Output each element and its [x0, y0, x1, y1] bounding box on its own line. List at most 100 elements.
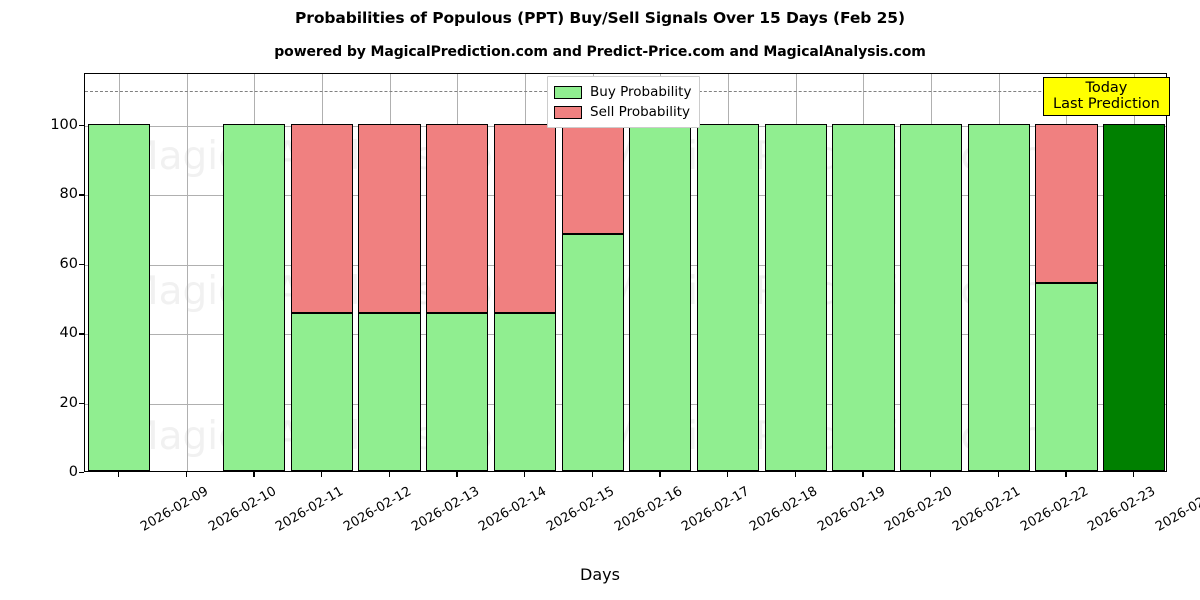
bar-segment-buy [358, 313, 421, 471]
x-tick-label: 2026-02-16 [611, 484, 685, 535]
legend-swatch-sell [554, 105, 582, 119]
x-tick-mark [388, 472, 390, 477]
bar-2026-02-14[interactable] [426, 124, 489, 471]
x-tick-label: 2026-02-23 [1085, 484, 1159, 535]
x-tick-mark [1133, 472, 1135, 477]
bar-segment-buy [223, 124, 286, 471]
x-tick-label: 2026-02-10 [205, 484, 279, 535]
x-tick-mark [253, 472, 255, 477]
y-tick-label: 20 [59, 394, 78, 411]
bar-segment-buy [1035, 282, 1098, 471]
bar-segment-sell [426, 124, 489, 314]
y-tick-mark [79, 194, 84, 196]
x-tick-label: 2026-02-24 [1153, 484, 1200, 535]
legend-label-buy: Buy Probability [590, 84, 692, 100]
x-tick-mark [1065, 472, 1067, 477]
x-tick-mark [456, 472, 458, 477]
bar-2026-02-24[interactable] [1103, 124, 1166, 471]
x-tick-mark [523, 472, 526, 477]
x-tick-label: 2026-02-19 [814, 484, 888, 535]
bar-2026-02-15[interactable] [493, 124, 557, 471]
bar-segment-buy [832, 124, 895, 471]
x-tick-label: 2026-02-12 [341, 484, 414, 535]
gridline-horizontal [85, 334, 1166, 336]
legend-item-buy: Buy Probability [554, 82, 691, 102]
x-tick-mark [659, 472, 661, 477]
bar-2026-02-18[interactable] [696, 124, 760, 471]
bar-2026-02-22[interactable] [967, 124, 1030, 471]
bar-2026-02-20[interactable] [832, 124, 895, 471]
y-tick-mark [79, 402, 84, 404]
bar-segment-sell [290, 124, 354, 314]
x-tick-label: 2026-02-21 [950, 484, 1024, 535]
bar-2026-02-23[interactable] [1035, 124, 1098, 471]
bar-segment-buy [493, 313, 557, 471]
bar-segment-buy [899, 124, 963, 471]
bar-segment-buy [629, 124, 692, 471]
plot-inner: MagicalAnalysis.comMagicalPrediction.com… [85, 74, 1166, 471]
x-tick-mark [862, 472, 864, 477]
bar-segment-buy [87, 124, 150, 471]
plot-area: MagicalAnalysis.comMagicalPrediction.com… [84, 73, 1167, 472]
x-tick-mark [117, 472, 120, 477]
legend-label-sell: Sell Probability [590, 104, 691, 120]
y-tick-mark [79, 125, 84, 127]
bar-segment-buy [764, 124, 827, 471]
y-tick-mark [79, 472, 84, 474]
bar-segment-sell [358, 124, 421, 314]
x-tick-label: 2026-02-22 [1017, 484, 1091, 535]
gridline-horizontal [85, 195, 1166, 197]
x-tick-label: 2026-02-17 [679, 484, 753, 535]
bar-2026-02-21[interactable] [899, 124, 963, 471]
bar-segment-buy [426, 313, 489, 471]
legend-item-sell: Sell Probability [554, 102, 691, 122]
x-tick-label: 2026-02-11 [273, 484, 347, 535]
bar-segment-buy [561, 234, 624, 471]
x-tick-mark [320, 472, 323, 477]
bar-segment-today [1103, 124, 1166, 471]
chart-legend: Buy Probability Sell Probability [547, 76, 701, 128]
x-tick-label: 2026-02-20 [882, 484, 956, 535]
bar-segment-sell [493, 124, 557, 314]
chart-title: Probabilities of Populous (PPT) Buy/Sell… [295, 9, 905, 27]
x-axis-label: Days [580, 565, 620, 584]
gridline-horizontal [85, 264, 1166, 266]
bar-2026-02-16[interactable] [561, 124, 624, 471]
x-tick-label: 2026-02-18 [747, 484, 821, 535]
x-tick-label: 2026-02-09 [137, 484, 211, 535]
bar-segment-buy [696, 124, 760, 471]
gridline-vertical [186, 74, 188, 471]
x-tick-mark [930, 472, 932, 477]
bar-segment-buy [290, 313, 354, 471]
bar-segment-sell [1035, 124, 1098, 283]
x-tick-label: 2026-02-13 [408, 484, 482, 535]
bar-2026-02-11[interactable] [223, 124, 286, 471]
today-annotation-line1: Today [1085, 80, 1128, 96]
x-tick-mark [591, 472, 593, 477]
bar-segment-buy [967, 124, 1030, 471]
today-annotation-line2: Last Prediction [1053, 96, 1160, 113]
chart-subtitle: powered by MagicalPrediction.com and Pre… [274, 44, 926, 60]
bar-2026-02-17[interactable] [629, 124, 692, 471]
x-tick-mark [727, 472, 729, 477]
bar-2026-02-12[interactable] [290, 124, 354, 471]
y-tick-mark [79, 263, 84, 266]
bar-2026-02-09[interactable] [87, 124, 150, 471]
y-tick-label: 60 [59, 255, 78, 272]
legend-swatch-buy [554, 85, 582, 99]
y-tick-label: 0 [68, 464, 78, 480]
bar-2026-02-19[interactable] [764, 124, 827, 471]
x-tick-label: 2026-02-15 [544, 484, 618, 535]
y-tick-mark [79, 333, 84, 335]
bar-segment-sell [561, 124, 624, 235]
today-annotation: Today Last Prediction [1043, 77, 1170, 117]
x-tick-mark [794, 472, 797, 477]
bar-2026-02-13[interactable] [358, 124, 421, 471]
y-tick-label: 80 [59, 186, 78, 203]
y-tick-label: 40 [59, 325, 78, 342]
x-tick-mark [997, 472, 1000, 477]
x-tick-mark [185, 472, 187, 477]
y-tick-label: 100 [50, 117, 78, 134]
x-tick-label: 2026-02-14 [476, 484, 550, 535]
